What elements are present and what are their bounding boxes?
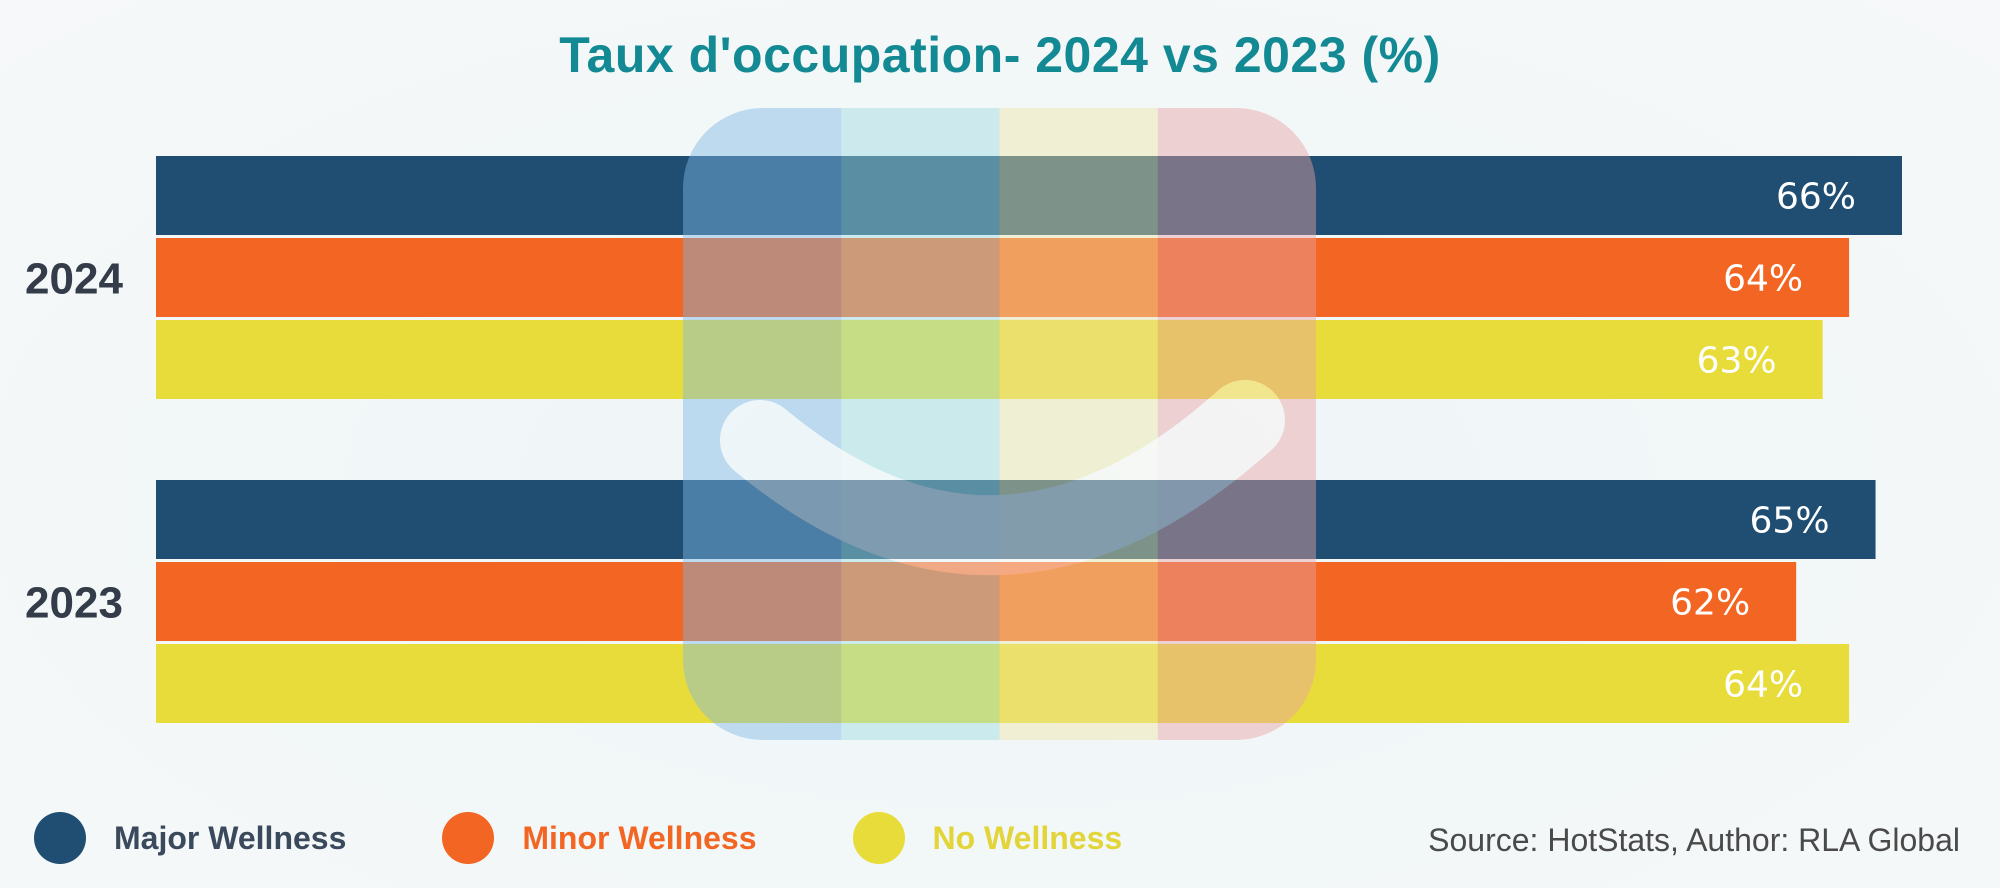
data-label-2023-major-wellness: 65%: [1750, 501, 1830, 542]
data-label-2024-no-wellness: 63%: [1697, 341, 1777, 382]
legend-label-major: Major Wellness: [114, 819, 347, 856]
data-label-2023-no-wellness: 64%: [1723, 665, 1803, 706]
category-label-2023: 2023: [25, 579, 123, 628]
bar-2023-minor-wellness: [156, 562, 1797, 641]
category-labels-group: 2024 2023: [25, 255, 123, 628]
legend-label-none: No Wellness: [932, 819, 1123, 856]
legend-dot-none: [852, 812, 905, 864]
bar-2023-major-wellness: [156, 480, 1876, 559]
legend-dot-major: [34, 812, 86, 864]
data-label-2024-minor-wellness: 64%: [1723, 259, 1803, 300]
bar-chart: 66% 64% 63% 65%62% 64% 2024 2023: [25, 108, 1902, 740]
legend-item-major-wellness: Major Wellness: [34, 812, 346, 864]
smile-logo-icon: [683, 108, 1316, 740]
legend-item-no-wellness: No Wellness: [852, 812, 1123, 864]
legend-dot-minor: [442, 812, 495, 864]
logo-stripe: [841, 108, 1001, 740]
data-label-2023-minor-wellness: 62%: [1670, 583, 1750, 624]
logo-stripe: [683, 108, 842, 740]
data-label-2024-major-wellness: 66%: [1776, 177, 1856, 218]
logo-smile: [720, 380, 1285, 576]
legend-label-minor: Minor Wellness: [522, 819, 757, 856]
bar-labels-group: 66% 64% 63% 65%62% 64%: [1670, 177, 1856, 706]
legend: Major Wellness Minor Wellness No Wellnes…: [34, 812, 1218, 864]
logo-stripe: [999, 108, 1159, 740]
bar-2024-major-wellness: [156, 156, 1902, 235]
source-note: Source: HotStats, Author: RLA Global: [1428, 822, 1960, 858]
bar-2023-no-wellness: [156, 644, 1850, 723]
bar-2024-minor-wellness: [156, 238, 1850, 317]
bars-group: [156, 156, 1902, 723]
chart-title: Taux d'occupation- 2024 vs 2023 (%): [559, 27, 1441, 83]
category-label-2024: 2024: [25, 255, 123, 304]
legend-item-minor-wellness: Minor Wellness: [442, 812, 757, 864]
bar-2024-no-wellness: [156, 320, 1823, 399]
logo-stripe: [1157, 108, 1316, 740]
